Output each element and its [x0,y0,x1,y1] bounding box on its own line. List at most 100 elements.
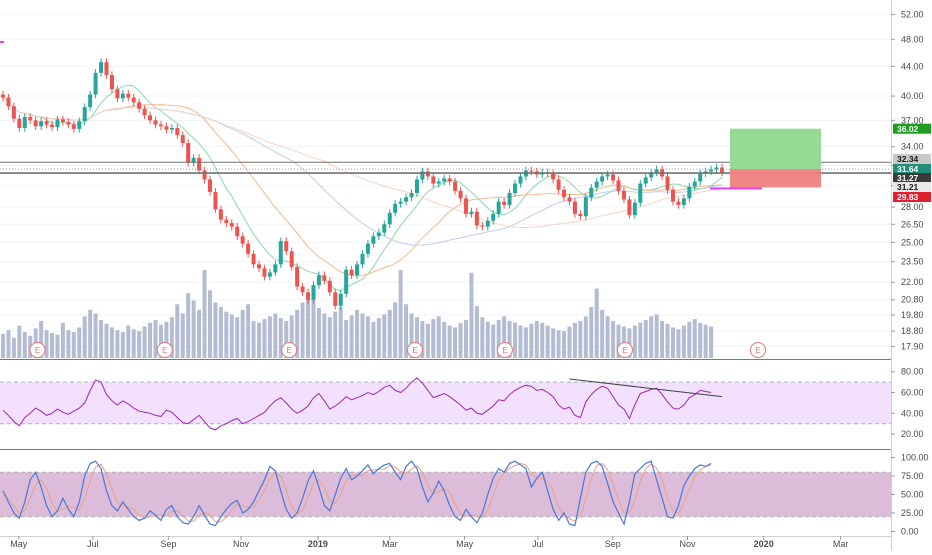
candle-body[interactable] [218,209,223,220]
candle-body[interactable] [562,189,567,198]
candle-body[interactable] [191,157,196,163]
candle-body[interactable] [605,174,610,177]
candle-body[interactable] [6,97,11,107]
candle-body[interactable] [474,211,479,226]
candle-body[interactable] [169,128,174,130]
candle-body[interactable] [600,176,605,182]
candle-body[interactable] [278,241,283,265]
candle-body[interactable] [137,102,142,109]
candle-body[interactable] [698,173,703,182]
candle-body[interactable] [349,269,354,276]
candle-body[interactable] [148,115,153,121]
candle-body[interactable] [273,264,278,273]
candle-body[interactable] [99,62,104,73]
candle-body[interactable] [284,241,289,252]
candle-body[interactable] [158,124,163,127]
candle-body[interactable] [240,236,245,244]
candle-body[interactable] [333,292,338,306]
stoch-pane[interactable] [0,460,891,527]
candle-body[interactable] [692,181,697,187]
stoch-axis[interactable]: 100.00 75.00 50.00 25.00 0.00 [891,453,929,537]
candle-body[interactable] [578,213,583,217]
candle-body[interactable] [71,124,76,129]
candle-body[interactable] [186,143,191,163]
candle-body[interactable] [267,272,272,277]
candle-body[interactable] [322,275,327,281]
candle-body[interactable] [229,223,234,227]
candle-body[interactable] [431,176,436,184]
time-axis[interactable]: May Jul Sep Nov 2019 Mar May Jul Sep Nov 2020 Mar [10,536,848,549]
candle-body[interactable] [289,251,294,268]
candle-body[interactable] [262,268,267,277]
candle-body[interactable] [409,193,414,198]
target-zone[interactable] [730,128,821,170]
candle-body[interactable] [44,121,49,125]
candle-body[interactable] [235,226,240,237]
candle-body[interactable] [355,264,360,276]
candle-body[interactable] [572,201,577,214]
candle-body[interactable] [485,220,490,227]
earnings-marker[interactable] [29,342,46,358]
candle-body[interactable] [295,267,300,287]
candle-body[interactable] [643,177,648,184]
candle-body[interactable] [28,116,33,121]
candle-body[interactable] [360,253,365,265]
candle-body[interactable] [93,72,98,95]
candle-body[interactable] [463,198,468,214]
candle-body[interactable] [213,191,218,210]
candle-body[interactable] [50,124,55,128]
candle-body[interactable] [425,171,430,177]
candle-body[interactable] [513,183,518,194]
earnings-marker[interactable] [281,342,298,358]
earnings-marker[interactable] [616,342,633,358]
candle-body[interactable] [153,120,158,125]
candle-body[interactable] [621,190,626,200]
earnings-marker[interactable] [156,342,173,358]
candle-body[interactable] [491,213,496,221]
candle-body[interactable] [164,126,169,130]
candle-body[interactable] [1,94,5,98]
candle-body[interactable] [257,264,262,269]
candle-body[interactable] [551,173,556,180]
candle-body[interactable] [502,201,507,205]
candle-body[interactable] [480,225,485,227]
candle-body[interactable] [447,178,452,182]
stoch-k-line[interactable] [2,460,712,527]
candle-body[interactable] [55,119,60,128]
candle-body[interactable] [344,269,349,294]
candle-body[interactable] [17,118,22,129]
candle-body[interactable] [77,121,82,129]
candle-body[interactable] [567,197,572,202]
candle-body[interactable] [251,253,256,265]
candle-body[interactable] [88,94,93,108]
earnings-marker[interactable] [749,342,766,358]
candle-body[interactable] [681,198,686,205]
candle-body[interactable] [60,119,65,123]
candle-body[interactable] [131,97,136,103]
candle-body[interactable] [687,186,692,199]
candle-body[interactable] [616,180,621,191]
candle-body[interactable] [311,285,316,300]
candle-body[interactable] [627,199,632,216]
candle-body[interactable] [589,187,594,198]
candle-body[interactable] [224,219,229,224]
candle-body[interactable] [594,181,599,188]
candle-body[interactable] [611,174,616,181]
candle-body[interactable] [382,224,387,233]
candle-body[interactable] [654,169,659,173]
candle-body[interactable] [197,157,202,171]
candle-body[interactable] [120,93,125,99]
candle-body[interactable] [109,74,114,90]
candle-body[interactable] [300,286,305,293]
candle-body[interactable] [175,128,180,135]
candle-body[interactable] [638,183,643,203]
candle-body[interactable] [398,201,403,204]
candle-body[interactable] [11,106,16,119]
candle-body[interactable] [414,179,419,194]
candle-body[interactable] [393,203,398,213]
candle-body[interactable] [404,197,409,202]
candle-body[interactable] [338,293,343,306]
candle-body[interactable] [720,167,724,173]
candle-body[interactable] [180,134,185,144]
